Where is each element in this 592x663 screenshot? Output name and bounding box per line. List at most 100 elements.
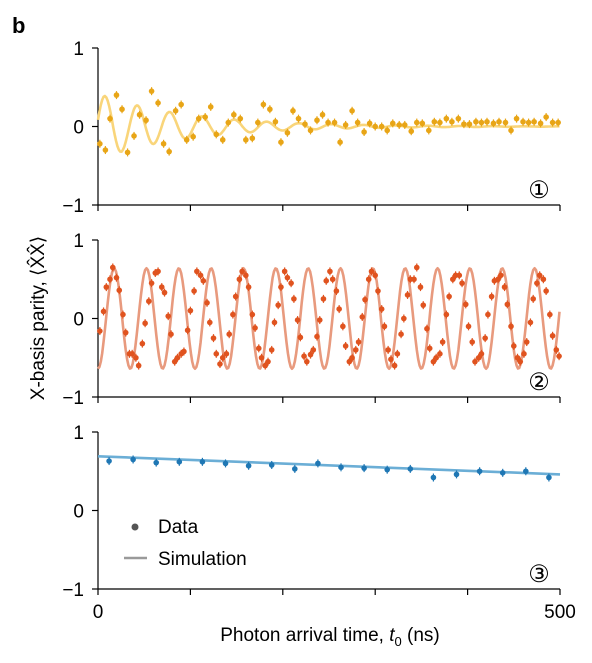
data-point [258, 354, 265, 361]
y-tick-label: 1 [73, 423, 84, 444]
data-point [459, 280, 465, 286]
simulation-line [97, 455, 561, 476]
data-point [255, 345, 262, 352]
data-point [323, 278, 330, 284]
data-point [275, 302, 281, 308]
data-point [401, 122, 408, 128]
data-point [119, 106, 125, 113]
y-tick-label: 0 [73, 310, 84, 331]
panel-3-plot: 1 0 −1 ③ [62, 423, 561, 601]
data-point [384, 127, 391, 134]
data-point [407, 466, 414, 472]
data-point [199, 459, 206, 465]
data-point [139, 340, 146, 347]
data-point [168, 331, 174, 338]
data-point [449, 118, 455, 125]
legend-data-label: Data [158, 517, 199, 538]
data-point [333, 288, 340, 294]
data-point [237, 115, 244, 122]
data-point [148, 280, 155, 286]
data-point [284, 274, 291, 281]
data-point [465, 323, 472, 330]
data-point [178, 101, 184, 108]
data-point [329, 276, 336, 283]
data-point [106, 458, 112, 464]
data-point [523, 468, 529, 475]
data-point [304, 358, 310, 365]
data-point [411, 276, 417, 283]
data-point [243, 272, 249, 279]
data-point [204, 300, 210, 306]
data-point [142, 320, 148, 327]
data-point [284, 129, 291, 136]
data-point [525, 119, 532, 126]
data-point [361, 465, 367, 471]
data-point [404, 292, 411, 298]
data-point [122, 329, 129, 336]
data-point [472, 358, 478, 365]
data-point [190, 133, 196, 140]
data-point [230, 311, 236, 318]
legend-simulation-label: Simulation [158, 549, 247, 570]
data-point [478, 351, 485, 357]
data-point [161, 289, 168, 296]
data-point [359, 314, 366, 320]
data-point [352, 347, 359, 353]
data-point [365, 276, 372, 283]
data-point [556, 353, 562, 359]
data-point [337, 139, 343, 145]
data-point [172, 108, 179, 114]
data-point [372, 123, 379, 130]
data-point [396, 122, 403, 128]
data-point [549, 332, 556, 339]
data-point [417, 284, 424, 290]
data-point [547, 311, 553, 318]
data-point [116, 287, 123, 294]
data-point [176, 459, 183, 465]
y-tick-label: 1 [73, 39, 84, 60]
x-axis-label: Photon arrival time, t0 (ns) [220, 625, 439, 649]
data-point [349, 354, 355, 361]
data-point [338, 464, 344, 471]
data-point [501, 284, 508, 290]
data-point [210, 335, 217, 341]
data-point [384, 466, 391, 473]
data-point [136, 111, 143, 118]
data-point [267, 106, 273, 113]
data-point [171, 358, 178, 365]
data-point [232, 293, 239, 300]
data-point [368, 268, 375, 275]
data-point [226, 331, 233, 338]
data-point [381, 323, 388, 330]
data-point [413, 264, 420, 271]
data-point [245, 284, 252, 290]
data-point [530, 296, 537, 302]
data-point [431, 118, 438, 125]
data-point [484, 118, 490, 125]
data-point [222, 460, 229, 467]
data-point [252, 325, 258, 331]
data-point [372, 272, 379, 279]
data-point [245, 462, 252, 469]
data-point [455, 115, 462, 122]
data-point [336, 306, 342, 312]
data-point [366, 120, 373, 127]
data-point [398, 331, 404, 338]
panel-label: b [12, 13, 25, 38]
data-point [543, 288, 549, 294]
data-point [385, 347, 391, 353]
data-point [223, 351, 230, 357]
data-point [181, 348, 187, 355]
data-point [437, 119, 443, 126]
data-point [219, 354, 226, 361]
data-point [378, 123, 385, 130]
data-point [502, 119, 509, 126]
data-point [184, 327, 191, 334]
data-point [207, 319, 213, 326]
data-point [511, 343, 517, 349]
data-point [425, 127, 432, 134]
data-point [485, 311, 491, 318]
data-point [295, 115, 302, 122]
data-point [534, 280, 540, 286]
data-point [278, 284, 284, 290]
